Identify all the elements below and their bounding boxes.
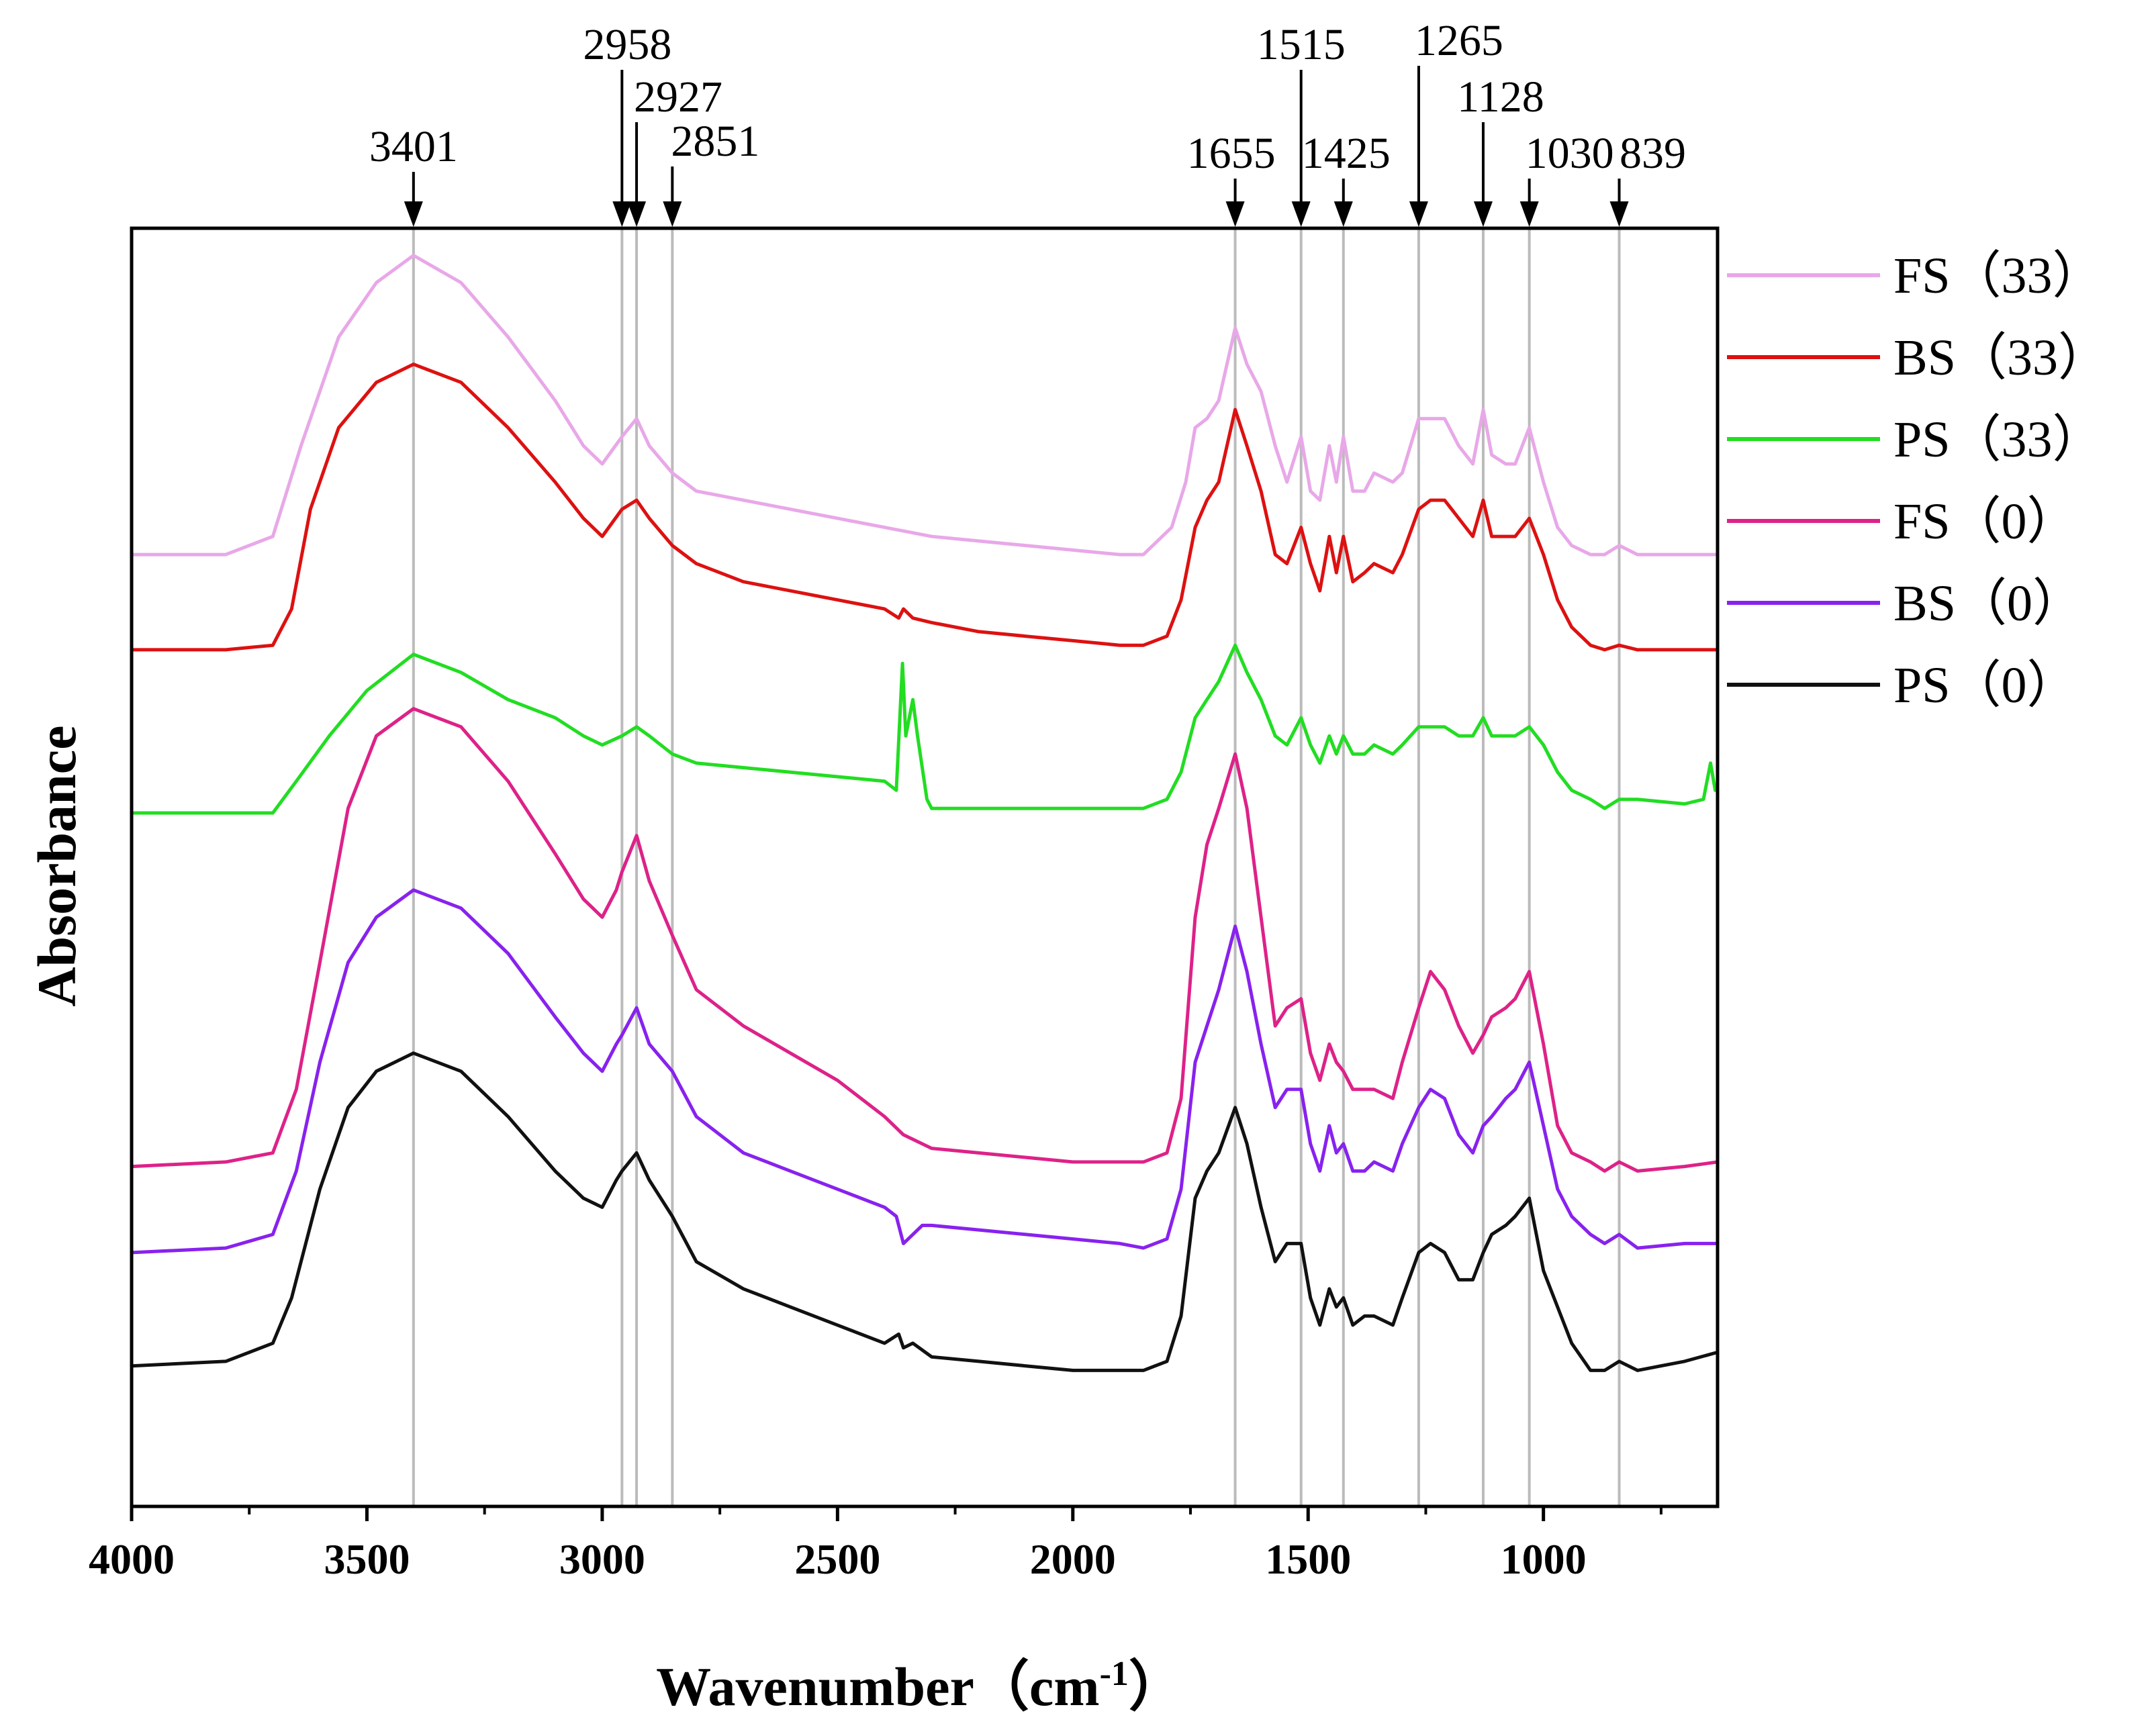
peak-marker-2851: 2851: [663, 117, 759, 227]
peak-marker-1128: 1128: [1457, 73, 1544, 227]
peak-label: 1655: [1187, 129, 1276, 178]
peak-marker-2927: 2927: [627, 73, 722, 227]
x-tick-label: 1500: [1265, 1535, 1351, 1583]
peak-label: 1425: [1302, 129, 1391, 178]
series-line-5: [131, 1051, 1718, 1372]
series-lines: [131, 254, 1718, 1372]
peak-label: 1265: [1415, 16, 1503, 65]
series-line-4: [131, 888, 1718, 1255]
legend-label: PS（33）: [1893, 412, 2104, 468]
x-tick-label: 3000: [559, 1535, 645, 1583]
legend-item: FS（33）: [1727, 248, 2104, 304]
peak-label: 2927: [634, 73, 722, 122]
peak-label: 1515: [1257, 20, 1346, 69]
peak-label: 839: [1620, 129, 1686, 178]
legend-item: PS（0）: [1727, 657, 2078, 714]
plot-frame: [130, 226, 1720, 1508]
series-line-2: [132, 643, 1718, 815]
x-axis-title: Wavenumber（cm-1）: [656, 1655, 1184, 1717]
legend-label: FS（0）: [1893, 493, 2078, 550]
legend-label: PS（0）: [1893, 657, 2078, 714]
x-tick-label: 2000: [1030, 1535, 1116, 1583]
peak-marker-1655: 1655: [1187, 129, 1276, 227]
legend: FS（33） BS（33） PS（33） FS（0） BS（0） PS（0）: [1727, 248, 2109, 714]
peak-marker-3401: 3401: [369, 122, 458, 227]
peak-label: 2958: [583, 20, 671, 69]
legend-label: BS（33）: [1893, 330, 2109, 386]
peak-marker-1265: 1265: [1409, 16, 1503, 227]
legend-label: BS（0）: [1893, 575, 2083, 632]
legend-item: BS（0）: [1727, 575, 2083, 632]
peak-marker-1030: 1030: [1519, 129, 1614, 227]
series-line-0: [132, 254, 1718, 557]
legend-item: BS（33）: [1727, 330, 2109, 386]
x-tick-label: 3500: [324, 1535, 410, 1583]
peak-marker-1515: 1515: [1257, 20, 1346, 227]
peak-label: 2851: [671, 117, 759, 166]
series-line-3: [131, 707, 1718, 1173]
x-axis-ticks: 4000 3500 3000 2500 2000 1500 1000: [89, 1506, 1663, 1583]
legend-item: FS（0）: [1727, 493, 2078, 550]
peak-marker-1425: 1425: [1302, 129, 1391, 227]
series-line-1: [132, 363, 1718, 652]
x-tick-label: 2500: [794, 1535, 880, 1583]
x-tick-label: 1000: [1501, 1535, 1587, 1583]
peak-label: 3401: [369, 122, 458, 171]
legend-label: FS（33）: [1893, 248, 2104, 304]
peak-label: 1128: [1457, 73, 1544, 122]
peak-marker-2958: 2958: [583, 20, 671, 227]
peak-label: 1030: [1526, 129, 1614, 178]
y-axis-title: Absorbance: [26, 725, 87, 1006]
x-tick-label: 4000: [89, 1535, 175, 1583]
legend-item: PS（33）: [1727, 412, 2104, 468]
peak-marker-839: 839: [1609, 129, 1686, 227]
